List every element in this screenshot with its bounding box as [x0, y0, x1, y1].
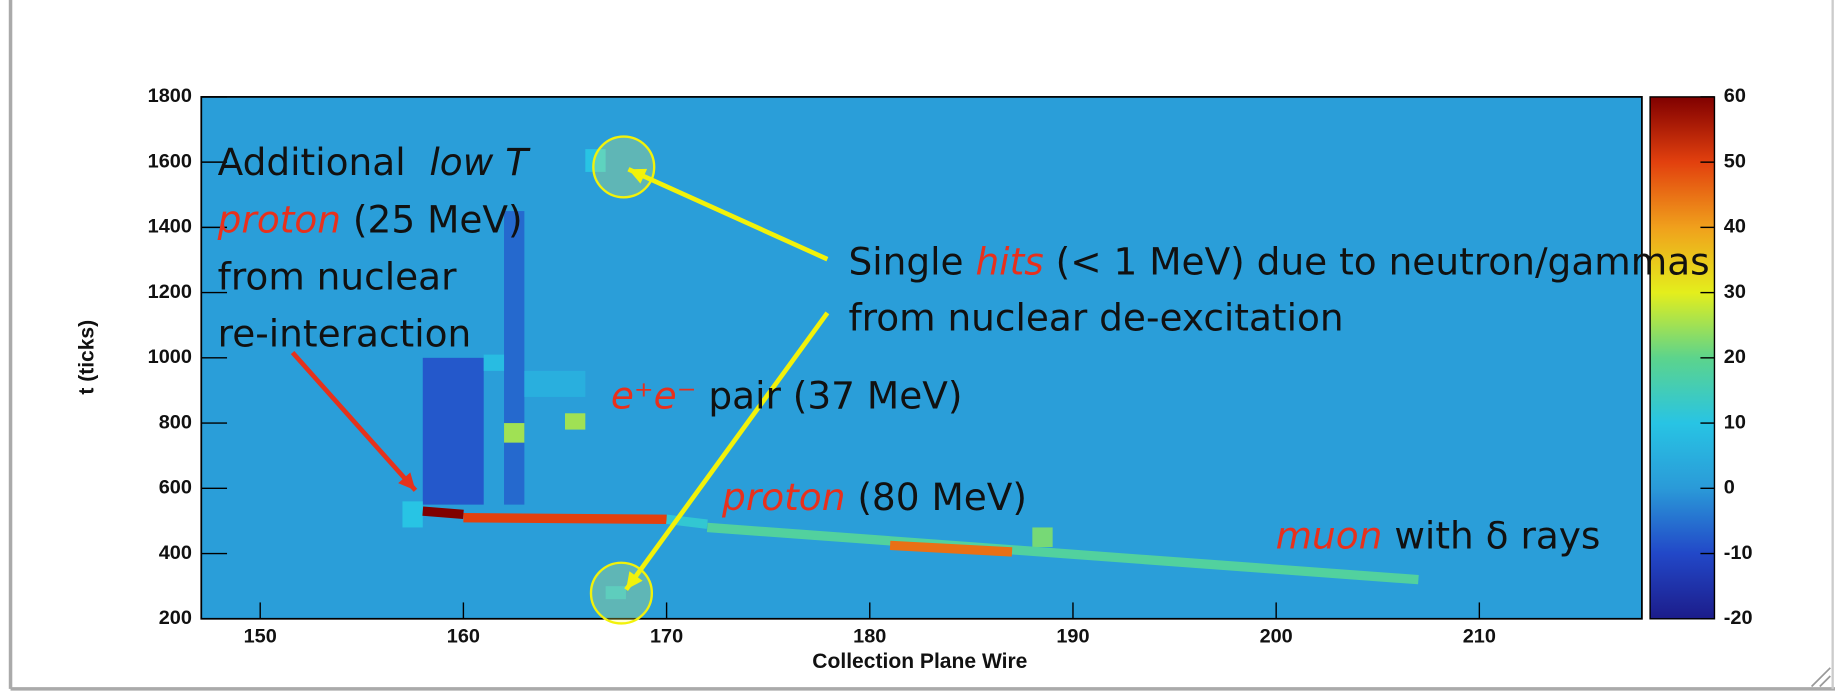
highlight-circle: [589, 561, 654, 625]
y-tick-label: 1400: [148, 216, 192, 238]
annotation: proton (25 MeV): [217, 197, 523, 241]
colorbar-tick-label: 40: [1724, 216, 1746, 238]
cell-region: [483, 354, 505, 371]
x-tick-label: 210: [1463, 626, 1496, 648]
x-tick-label: 190: [1056, 626, 1089, 648]
annotation: e⁺e⁻ pair (37 MeV): [611, 374, 963, 418]
annotation-span: re-interaction: [218, 312, 472, 356]
cell-region: [504, 423, 525, 443]
y-tick-label: 1200: [148, 281, 192, 303]
annotation-span: hits: [975, 239, 1043, 283]
cell-region: [585, 149, 606, 172]
resize-handle: [1810, 667, 1831, 688]
annotation: muon with δ rays: [1276, 514, 1601, 558]
cell-region: [564, 413, 586, 430]
x-tick-label: 200: [1260, 626, 1293, 648]
colorbar-tick-label: 50: [1724, 150, 1746, 172]
annotation-span: (80 MeV): [845, 475, 1027, 519]
colorbar-tick-label: 60: [1724, 85, 1746, 107]
annotation-span: muon: [1276, 514, 1383, 558]
annotation: Additional low T: [218, 140, 532, 184]
annotation: from nuclear de-excitation: [848, 295, 1343, 339]
cell-region: [1032, 527, 1053, 548]
arrow: [627, 167, 829, 262]
y-tick-label: 1800: [148, 85, 192, 107]
annotation: Single hits (< 1 MeV) due to neutron/gam…: [848, 239, 1709, 283]
annotation-span: with δ rays: [1382, 514, 1600, 558]
cell-region: [524, 370, 586, 397]
annotation: re-interaction: [218, 312, 472, 356]
arrow-head: [628, 168, 648, 184]
plot-area: [201, 96, 1642, 619]
x-axis-label: Collection Plane Wire: [812, 650, 1027, 673]
annotation-span: from nuclear: [218, 255, 457, 299]
colorbar-tick-label: -10: [1724, 542, 1753, 564]
annotation-span: e⁺e⁻: [611, 374, 697, 418]
y-tick-label: 1600: [148, 150, 192, 172]
cell-region: [422, 357, 484, 505]
y-tick-label: 400: [159, 542, 192, 564]
track: [463, 512, 667, 524]
highlight-circle: [592, 135, 656, 199]
annotation-span: (25 MeV): [341, 197, 523, 241]
annotation-span: proton: [217, 197, 341, 241]
annotation-span: Single: [848, 239, 975, 283]
x-tick-label: 160: [447, 626, 480, 648]
annotation-span: from nuclear de-excitation: [848, 295, 1343, 339]
colorbar-tick-label: 20: [1724, 346, 1746, 368]
axes: 150 160 170 180 190 200 2102004006008001000120…: [148, 85, 1753, 648]
cell-region: [605, 586, 626, 600]
annotation-span: proton: [721, 475, 845, 519]
x-tick-label: 150: [244, 626, 277, 648]
cell-region: [504, 211, 525, 505]
y-tick-label: 800: [159, 411, 192, 433]
annotation: from nuclear: [218, 255, 457, 299]
overlay: Additional low T proton (25 MeV) from nucl…: [217, 135, 1710, 625]
colorbar-tick-label: -20: [1724, 607, 1753, 629]
annotation-span: (< 1 MeV) due to neutron/gammas: [1044, 239, 1710, 283]
colorbar-tick-label: 30: [1724, 281, 1746, 303]
arrow-head: [626, 571, 643, 590]
annotation-span: pair (37 MeV): [696, 374, 962, 418]
track: [889, 540, 1013, 557]
x-tick-label: 180: [853, 626, 886, 648]
y-tick-label: 1000: [148, 346, 192, 368]
track: [422, 506, 464, 520]
y-tick-label: 600: [159, 477, 192, 499]
cell-region: [402, 501, 423, 528]
annotation: proton (80 MeV): [721, 475, 1027, 519]
arrow-head: [398, 472, 416, 491]
annotation-span: Additional: [218, 140, 430, 184]
colorbar-tick-label: 10: [1724, 411, 1746, 433]
arrow: [290, 351, 418, 492]
x-tick-label: 170: [650, 626, 683, 648]
y-tick-label: 200: [159, 607, 192, 629]
y-axis-label: t (ticks): [76, 320, 99, 395]
colorbar-tick-label: 0: [1724, 477, 1735, 499]
annotation-span: low T: [429, 140, 531, 184]
track: [666, 514, 708, 529]
track: [706, 522, 1419, 585]
arrow: [624, 311, 830, 591]
